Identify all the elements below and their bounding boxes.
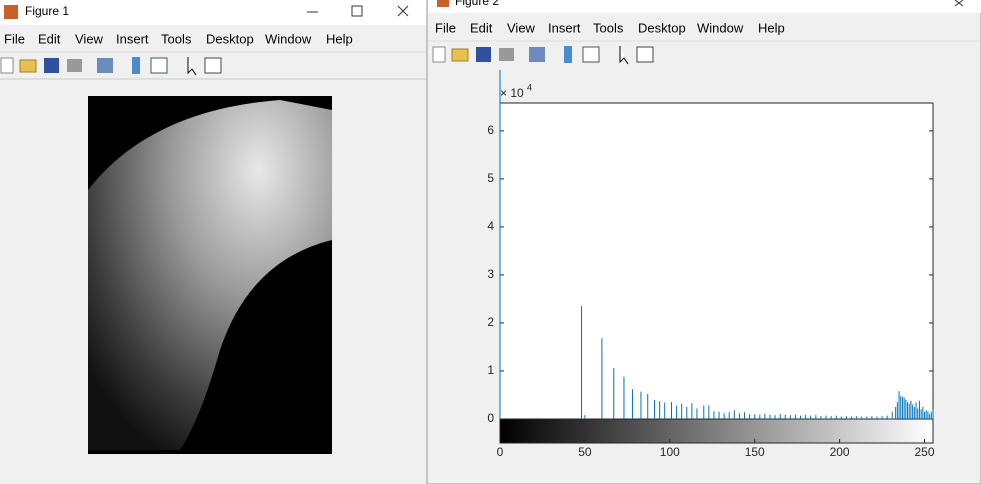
tool-print[interactable]	[499, 48, 514, 61]
menu-item[interactable]: View	[75, 31, 104, 46]
x-tick-label: 150	[745, 445, 765, 459]
x-tick-label: 200	[830, 445, 850, 459]
menu-bar: File Edit View Insert Tools Desktop Window Help	[4, 31, 353, 46]
axes-box	[499, 102, 934, 420]
menu-item[interactable]: Window	[265, 31, 312, 46]
tool-legend[interactable]	[582, 46, 600, 63]
y-tick-label: 6	[487, 123, 494, 137]
image-content	[88, 100, 332, 450]
menu-item[interactable]: File	[4, 31, 25, 46]
close-button[interactable]	[397, 5, 409, 17]
tool-property[interactable]	[204, 57, 222, 74]
menu-item[interactable]: Edit	[38, 31, 61, 46]
tool-pointer[interactable]	[619, 46, 629, 65]
title-bar-1	[0, 0, 427, 25]
title-bar-2	[428, 0, 981, 13]
tool-pointer[interactable]	[187, 57, 197, 76]
tool-open[interactable]	[451, 48, 469, 62]
menu-item[interactable]: Edit	[470, 20, 493, 35]
app-icon	[437, 0, 449, 7]
y-tick-label: 1	[487, 363, 494, 377]
tool-link[interactable]	[529, 47, 545, 62]
maximize-button[interactable]	[351, 5, 363, 17]
y-tick-label: 2	[487, 315, 494, 329]
menu-item[interactable]: Tools	[593, 20, 624, 35]
tool-save[interactable]	[44, 58, 59, 73]
menu-item[interactable]: Help	[326, 31, 353, 46]
menu-item[interactable]: View	[507, 20, 536, 35]
tool-link[interactable]	[97, 58, 113, 73]
plot: 0 50 100 150 200 250 0 1 2 3 4 5 6	[487, 69, 935, 459]
x-tick-label: 50	[578, 445, 592, 459]
x-tick-label: 250	[914, 445, 934, 459]
app-icon	[4, 5, 18, 19]
y-tick-label: 0	[487, 411, 494, 425]
y-scale-power: 4	[527, 82, 532, 92]
tool-new[interactable]	[432, 46, 446, 63]
toolbar	[432, 46, 654, 65]
y-tick-label: 4	[487, 219, 494, 233]
menu-item[interactable]: Insert	[116, 31, 149, 46]
menu-item[interactable]: Window	[697, 20, 744, 35]
close-button[interactable]	[954, 0, 964, 7]
menu-item[interactable]: Tools	[161, 31, 192, 46]
y-tick-label: 3	[487, 267, 494, 281]
tool-colorbar[interactable]	[564, 46, 572, 63]
colorbar	[499, 418, 934, 444]
window-title: Figure 1	[25, 4, 69, 18]
window-title: Figure 2	[455, 0, 499, 8]
menu-item[interactable]: Desktop	[638, 20, 686, 35]
tool-new[interactable]	[0, 57, 14, 74]
tool-save[interactable]	[476, 47, 491, 62]
menu-item[interactable]: Insert	[548, 20, 581, 35]
tool-print[interactable]	[67, 59, 82, 72]
menu-item[interactable]: Help	[758, 20, 785, 35]
tool-legend[interactable]	[150, 57, 168, 74]
y-scale-label: × 10	[500, 86, 524, 100]
y-tick-label: 5	[487, 171, 494, 185]
x-tick-label: 0	[497, 445, 504, 459]
tool-open[interactable]	[19, 59, 37, 73]
x-tick-label: 100	[660, 445, 680, 459]
menu-item[interactable]: Desktop	[206, 31, 254, 46]
tool-colorbar[interactable]	[132, 57, 140, 74]
menu-item[interactable]: File	[435, 20, 456, 35]
menu-bar: File Edit View Insert Tools Desktop Window Help	[435, 20, 785, 35]
tool-property[interactable]	[636, 46, 654, 63]
toolbar	[0, 57, 222, 76]
